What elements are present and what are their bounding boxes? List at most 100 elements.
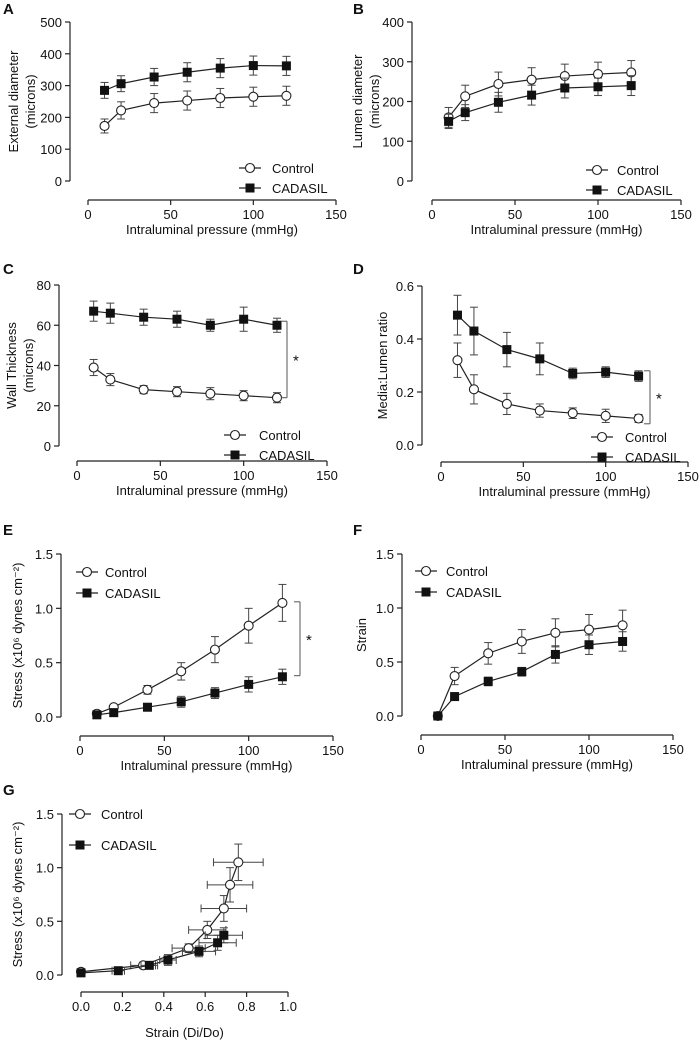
data-point xyxy=(493,97,503,107)
series-cadasil xyxy=(100,55,291,99)
y-tick-label: 100 xyxy=(382,134,404,149)
data-point xyxy=(277,672,287,682)
legend-label: CADASIL xyxy=(259,448,315,463)
panel-f: F 0.0 0.5 1.0 1.5 0 50 100 150 Intraluminal press… xyxy=(353,522,684,772)
series-line xyxy=(80,862,239,973)
legend-entry: CADASIL xyxy=(586,183,673,198)
series-cadasil xyxy=(89,300,282,333)
series-line xyxy=(437,640,623,717)
panel-letter: E xyxy=(3,522,13,539)
x-tick-label: 50 xyxy=(163,207,177,222)
data-point xyxy=(244,679,254,689)
data-point xyxy=(550,649,560,659)
data-point xyxy=(182,67,192,77)
series-line xyxy=(93,310,278,326)
data-point xyxy=(550,627,561,638)
data-point xyxy=(600,410,611,421)
x-tick-label: 150 xyxy=(670,207,692,222)
y-tick-label: 200 xyxy=(40,110,62,125)
x-tick-label: 50 xyxy=(157,743,171,758)
legend-label: CADASIL xyxy=(272,181,328,196)
panel-letter: C xyxy=(3,261,14,278)
x-tick-label: 0.6 xyxy=(196,999,214,1014)
x-axis-label: Intraluminal pressure (mmHg) xyxy=(479,484,651,499)
data-point xyxy=(176,697,186,707)
x-tick-label: 50 xyxy=(498,742,512,757)
legend-label: Control xyxy=(101,807,143,822)
y-tick-label: 80 xyxy=(37,278,51,293)
data-point xyxy=(99,120,110,132)
x-tick-label: 0 xyxy=(428,207,435,222)
x-tick-label: 0 xyxy=(417,742,424,757)
data-point xyxy=(209,644,220,655)
data-point xyxy=(277,597,288,608)
y-tick-label: 0.4 xyxy=(396,332,414,347)
data-point xyxy=(171,386,183,397)
data-point xyxy=(109,708,119,718)
legend-entry: Control xyxy=(76,565,147,580)
x-axis-label: Intraluminal pressure (mmHg) xyxy=(471,222,643,237)
data-point xyxy=(460,91,471,102)
series-line xyxy=(448,71,632,118)
legend-entry: Control xyxy=(591,430,667,445)
data-point xyxy=(527,90,537,100)
y-tick-label: 500 xyxy=(40,15,62,30)
y-tick-label: 1.0 xyxy=(376,601,394,616)
data-point xyxy=(233,857,244,868)
legend-entry: CADASIL xyxy=(415,585,502,600)
legend-entry: Control xyxy=(224,428,301,443)
y-tick-label: 400 xyxy=(40,47,62,62)
series-line xyxy=(104,95,287,127)
x-axis-label: Intraluminal pressure (mmHg) xyxy=(121,758,293,773)
y-tick-label: 1.0 xyxy=(36,861,54,876)
significance-bracket: * xyxy=(294,601,312,677)
panel-letter: B xyxy=(353,1,364,18)
series-control xyxy=(452,342,644,424)
legend-marker xyxy=(75,840,85,850)
data-point xyxy=(105,374,116,385)
data-point xyxy=(601,367,611,377)
data-point xyxy=(215,63,225,73)
series-cadasil xyxy=(76,927,243,978)
data-point xyxy=(452,310,462,320)
data-point xyxy=(534,405,545,416)
legend-label: CADASIL xyxy=(446,585,502,600)
data-point xyxy=(450,692,460,702)
legend-label: Control xyxy=(105,565,147,580)
panel-e: E 0.0 0.5 1.0 1.5 0 50 100 150 Intraluminal press… xyxy=(3,522,344,773)
data-point xyxy=(224,879,236,890)
y-tick-label: 300 xyxy=(40,79,62,94)
series-cadasil xyxy=(433,631,628,721)
data-point xyxy=(100,85,110,95)
series-cadasil xyxy=(452,294,644,382)
series-control xyxy=(443,60,637,128)
legend-entry: Control xyxy=(586,163,659,178)
y-tick-label: 200 xyxy=(382,95,404,110)
data-point xyxy=(238,390,249,401)
y-axis-label: Stress (x10⁶ dynes cm⁻²) xyxy=(10,563,25,709)
panel-d: D 0.0 0.2 0.4 0.6 0 50 100 150 Intraluminal press… xyxy=(353,261,699,499)
y-tick-label: 100 xyxy=(40,142,62,157)
legend-entry: CADASIL xyxy=(224,448,315,463)
x-tick-label: 150 xyxy=(316,468,338,483)
series-cadasil xyxy=(92,668,287,720)
legend-marker xyxy=(596,431,608,443)
data-point xyxy=(516,636,527,647)
panel-a: A 0 100 200 300 400 500 0 50 100 150 Intraluminal p… xyxy=(3,1,347,237)
y-tick-label: 0.5 xyxy=(35,656,53,671)
x-tick-label: 100 xyxy=(587,207,609,222)
data-point xyxy=(163,955,173,965)
legend-label: Control xyxy=(259,428,301,443)
legend-marker xyxy=(230,450,240,460)
data-point xyxy=(281,90,292,101)
data-point xyxy=(568,368,578,378)
y-axis-label: Lumen diameter xyxy=(350,54,365,149)
panel-letter: G xyxy=(3,782,15,799)
x-tick-label: 0 xyxy=(84,207,91,222)
data-point xyxy=(239,314,249,324)
legend-entry: Control xyxy=(415,564,488,579)
data-point xyxy=(113,966,123,976)
data-point xyxy=(433,711,443,721)
data-point xyxy=(139,312,149,322)
significance-bracket: * xyxy=(281,320,299,399)
